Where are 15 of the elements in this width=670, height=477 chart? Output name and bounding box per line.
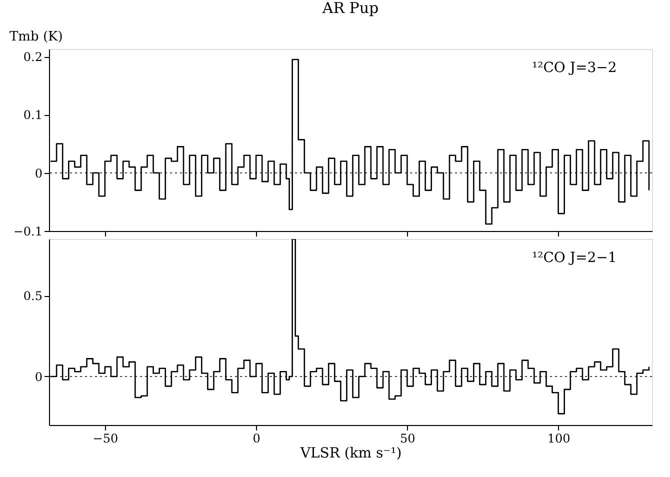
y-tick-label: −0.1: [13, 224, 42, 238]
y-axis-title: Tmb (K): [10, 30, 63, 44]
x-axis-title: VLSR (km s⁻¹): [299, 446, 402, 462]
x-tick-label: −50: [92, 432, 118, 446]
y-tick-label: 0.5: [23, 289, 42, 304]
annotation: ¹²CO J=3−2: [532, 60, 617, 76]
y-tick-label: 0: [34, 370, 42, 384]
annotation: ¹²CO J=2−1: [532, 250, 617, 266]
y-tick-label: 0.2: [23, 50, 42, 64]
y-tick-label: 0.1: [23, 108, 42, 122]
y-tick-label: 0: [34, 166, 42, 180]
x-tick-label: 0: [252, 432, 260, 446]
chart-title: AR Pup: [321, 0, 379, 17]
x-tick-label: 50: [400, 432, 416, 446]
x-tick-label: 100: [547, 432, 570, 446]
